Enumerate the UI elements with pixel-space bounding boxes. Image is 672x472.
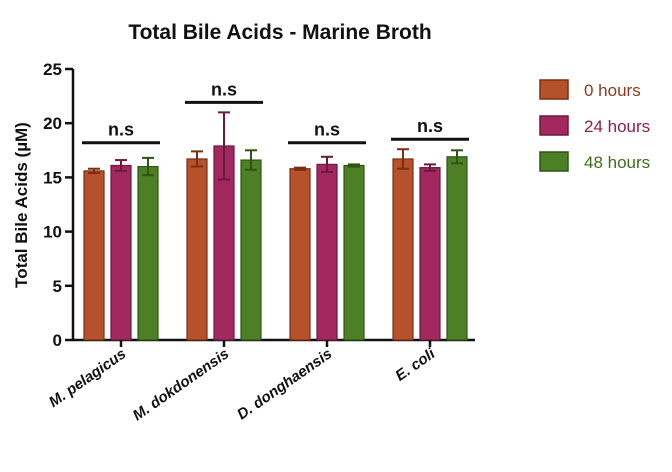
chart-title: Total Bile Acids - Marine Broth [128, 21, 431, 44]
legend-label: 48 hours [584, 153, 650, 172]
y-tick-label: 25 [43, 60, 62, 79]
bar [187, 159, 207, 340]
legend: 0 hours 24 hours 48 hours [540, 80, 650, 172]
bar [447, 157, 467, 340]
category-label: M. dokdonensis [130, 345, 233, 424]
y-tick-label: 15 [43, 168, 62, 187]
bar [241, 160, 261, 340]
category-label: M. pelagicus [46, 345, 130, 411]
y-tick-label: 10 [43, 223, 62, 242]
bar [84, 171, 104, 340]
bar [420, 168, 440, 340]
bar [317, 164, 337, 340]
significance-label: n.s [417, 116, 443, 136]
y-tick-label: 20 [43, 114, 62, 133]
y-tick-label: 5 [53, 277, 62, 296]
legend-swatch [540, 116, 568, 135]
legend-label: 0 hours [584, 81, 641, 100]
category-label: D. donghaensis [234, 345, 335, 423]
legend-swatch [540, 80, 568, 99]
legend-swatch [540, 152, 568, 171]
legend-label: 24 hours [584, 117, 650, 136]
significance-label: n.s [314, 120, 340, 140]
bar [290, 169, 310, 340]
y-tick-label: 0 [53, 331, 62, 350]
significance-label: n.s [108, 120, 134, 140]
bar [138, 167, 158, 340]
bar [393, 159, 413, 340]
category-label: E. coli [392, 345, 439, 385]
y-axis-label: Total Bile Acids (µM) [12, 122, 31, 288]
bar [111, 165, 131, 340]
bar [344, 165, 364, 340]
significance-label: n.s [211, 79, 237, 99]
